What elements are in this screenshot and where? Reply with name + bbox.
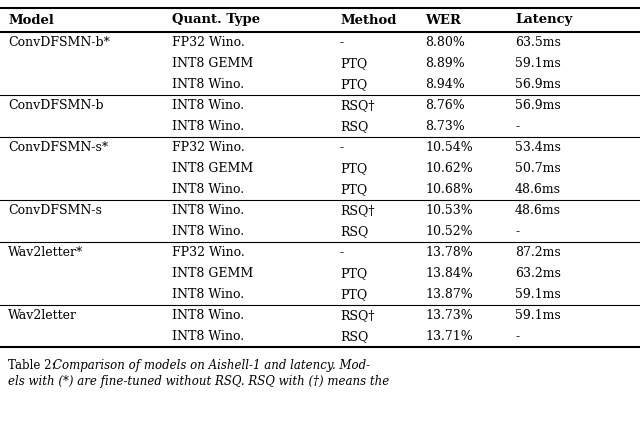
Text: 10.62%: 10.62% [425,162,473,175]
Text: -: - [515,120,519,133]
Text: PTQ: PTQ [340,57,367,70]
Text: FP32 Wino.: FP32 Wino. [172,141,244,154]
Text: PTQ: PTQ [340,183,367,196]
Text: 8.76%: 8.76% [425,99,465,112]
Text: Table 2:: Table 2: [8,359,60,372]
Text: els with (*) are fine-tuned without RSQ. RSQ with (†) means the: els with (*) are fine-tuned without RSQ.… [8,375,389,388]
Text: 10.54%: 10.54% [425,141,473,154]
Text: 59.1ms: 59.1ms [515,309,561,322]
Text: PTQ: PTQ [340,267,367,280]
Text: INT8 Wino.: INT8 Wino. [172,120,244,133]
Text: 56.9ms: 56.9ms [515,78,561,91]
Text: INT8 Wino.: INT8 Wino. [172,309,244,322]
Text: Wav2letter*: Wav2letter* [8,246,83,259]
Text: -: - [340,141,344,154]
Text: RSQ†: RSQ† [340,309,374,322]
Text: ConvDFSMN-b: ConvDFSMN-b [8,99,104,112]
Text: INT8 GEMM: INT8 GEMM [172,57,253,70]
Text: 59.1ms: 59.1ms [515,288,561,301]
Text: FP32 Wino.: FP32 Wino. [172,246,244,259]
Text: 8.73%: 8.73% [425,120,465,133]
Text: 56.9ms: 56.9ms [515,99,561,112]
Text: 8.94%: 8.94% [425,78,465,91]
Text: PTQ: PTQ [340,288,367,301]
Text: Model: Model [8,14,54,27]
Text: ConvDFSMN-s: ConvDFSMN-s [8,204,102,217]
Text: INT8 Wino.: INT8 Wino. [172,204,244,217]
Text: 13.73%: 13.73% [425,309,473,322]
Text: RSQ†: RSQ† [340,99,374,112]
Text: 10.52%: 10.52% [425,225,472,238]
Text: RSQ: RSQ [340,120,369,133]
Text: 10.68%: 10.68% [425,183,473,196]
Text: 13.71%: 13.71% [425,330,473,343]
Text: ConvDFSMN-s*: ConvDFSMN-s* [8,141,108,154]
Text: -: - [515,225,519,238]
Text: 13.87%: 13.87% [425,288,473,301]
Text: 87.2ms: 87.2ms [515,246,561,259]
Text: RSQ: RSQ [340,330,369,343]
Text: 8.89%: 8.89% [425,57,465,70]
Text: INT8 GEMM: INT8 GEMM [172,267,253,280]
Text: 53.4ms: 53.4ms [515,141,561,154]
Text: 48.6ms: 48.6ms [515,204,561,217]
Text: Quant. Type: Quant. Type [172,14,260,27]
Text: PTQ: PTQ [340,78,367,91]
Text: 63.5ms: 63.5ms [515,36,561,49]
Text: 50.7ms: 50.7ms [515,162,561,175]
Text: INT8 Wino.: INT8 Wino. [172,225,244,238]
Text: PTQ: PTQ [340,162,367,175]
Text: INT8 Wino.: INT8 Wino. [172,99,244,112]
Text: 63.2ms: 63.2ms [515,267,561,280]
Text: -: - [340,246,344,259]
Text: -: - [340,36,344,49]
Text: Method: Method [340,14,396,27]
Text: RSQ: RSQ [340,225,369,238]
Text: Wav2letter: Wav2letter [8,309,77,322]
Text: -: - [515,330,519,343]
Text: ConvDFSMN-b*: ConvDFSMN-b* [8,36,110,49]
Text: 59.1ms: 59.1ms [515,57,561,70]
Text: 13.78%: 13.78% [425,246,473,259]
Text: FP32 Wino.: FP32 Wino. [172,36,244,49]
Text: 48.6ms: 48.6ms [515,183,561,196]
Text: INT8 Wino.: INT8 Wino. [172,183,244,196]
Text: RSQ†: RSQ† [340,204,374,217]
Text: INT8 Wino.: INT8 Wino. [172,288,244,301]
Text: Latency: Latency [515,14,572,27]
Text: 8.80%: 8.80% [425,36,465,49]
Text: INT8 Wino.: INT8 Wino. [172,78,244,91]
Text: INT8 GEMM: INT8 GEMM [172,162,253,175]
Text: WER: WER [425,14,461,27]
Text: Comparison of models on Aishell-1 and latency. Mod-: Comparison of models on Aishell-1 and la… [53,359,370,372]
Text: INT8 Wino.: INT8 Wino. [172,330,244,343]
Text: 10.53%: 10.53% [425,204,473,217]
Text: 13.84%: 13.84% [425,267,473,280]
